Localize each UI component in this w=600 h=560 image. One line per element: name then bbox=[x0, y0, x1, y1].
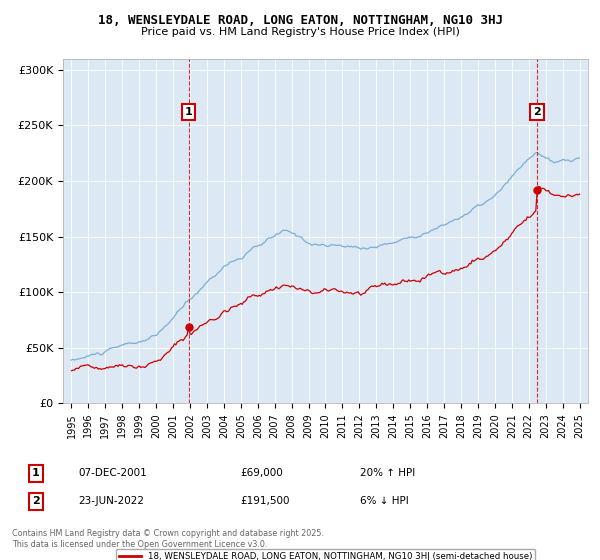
Text: Price paid vs. HM Land Registry's House Price Index (HPI): Price paid vs. HM Land Registry's House … bbox=[140, 27, 460, 38]
Text: 6% ↓ HPI: 6% ↓ HPI bbox=[360, 496, 409, 506]
Text: 2: 2 bbox=[32, 496, 40, 506]
Text: 1: 1 bbox=[32, 468, 40, 478]
Text: 2: 2 bbox=[533, 107, 541, 117]
Legend: 18, WENSLEYDALE ROAD, LONG EATON, NOTTINGHAM, NG10 3HJ (semi-detached house), HP: 18, WENSLEYDALE ROAD, LONG EATON, NOTTIN… bbox=[116, 549, 535, 560]
Text: 07-DEC-2001: 07-DEC-2001 bbox=[78, 468, 147, 478]
Text: 23-JUN-2022: 23-JUN-2022 bbox=[78, 496, 144, 506]
Text: £69,000: £69,000 bbox=[240, 468, 283, 478]
Text: Contains HM Land Registry data © Crown copyright and database right 2025.
This d: Contains HM Land Registry data © Crown c… bbox=[12, 529, 324, 549]
Text: 18, WENSLEYDALE ROAD, LONG EATON, NOTTINGHAM, NG10 3HJ: 18, WENSLEYDALE ROAD, LONG EATON, NOTTIN… bbox=[97, 14, 503, 27]
Text: £191,500: £191,500 bbox=[240, 496, 290, 506]
Text: 20% ↑ HPI: 20% ↑ HPI bbox=[360, 468, 415, 478]
Text: 1: 1 bbox=[185, 107, 193, 117]
